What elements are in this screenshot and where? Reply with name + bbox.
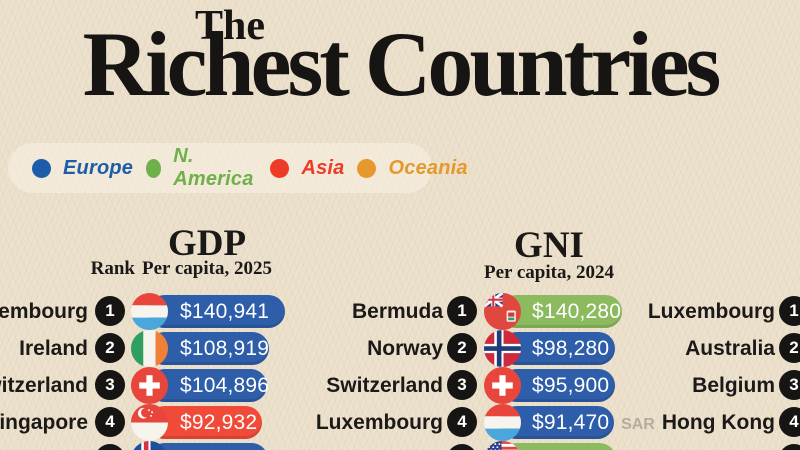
value-pill: $140,941 [148, 295, 285, 328]
rank-badge: 3 [95, 370, 125, 400]
ireland-flag-icon [131, 330, 168, 367]
third-row-3: Belgium 3 [0, 367, 800, 404]
country-name: Australia [685, 337, 775, 360]
switzerland-flag-icon [484, 367, 521, 404]
country-name: Ireland [19, 337, 88, 360]
legend-item-n-america: N. America [146, 145, 257, 191]
country-name: Luxembourg [0, 300, 88, 323]
rank-badge: 4 [779, 407, 800, 437]
luxembourg-flag-icon [484, 404, 521, 441]
gdp-row-3: $104,896Switzerland3 [0, 367, 800, 404]
value-pill [148, 443, 268, 450]
page-title: Richest Countries [82, 13, 722, 115]
legend: Europe N. America Asia Oceania [8, 143, 468, 193]
rank-badge: 1 [447, 296, 477, 326]
gni-row-2: $98,280 Norway 2 [0, 330, 800, 367]
rank-label: Rank [90, 258, 135, 279]
switzerland-flag-icon [131, 367, 168, 404]
gni-row-3: $95,900 Switzerland 3 [0, 367, 800, 404]
singapore-flag-icon [131, 404, 168, 441]
legend-dot-n-america-icon [146, 158, 162, 178]
value-pill: $108,919 [148, 332, 269, 365]
third-row-5: 5 [0, 441, 800, 450]
gdp-column-subtitle: Per capita, 2025 [142, 258, 272, 279]
country-name: Switzerland [326, 374, 443, 397]
legend-label: N. America [173, 145, 254, 190]
bermuda-flag-icon [484, 293, 521, 330]
sar-prefix: SAR [621, 416, 655, 433]
rank-badge: 4 [447, 407, 477, 437]
third-row-2: Australia 2 [0, 330, 800, 367]
legend-label: Europe [63, 156, 134, 179]
luxembourg-flag-icon [131, 293, 168, 330]
country-name: Norway [367, 337, 443, 360]
gni-row-5: United States 5 [0, 441, 800, 450]
rank-badge: 2 [779, 333, 800, 363]
value-label: $108,919 [180, 336, 270, 360]
legend-dot-europe-icon [32, 158, 51, 178]
rank-badge: 1 [779, 296, 800, 326]
third-row-4: SAR Hong Kong 4 [0, 404, 800, 441]
value-label: $95,900 [532, 373, 610, 397]
third-row-1: Luxembourg 1 [0, 293, 800, 330]
gdp-column-title: GDP [167, 223, 247, 264]
gdp-row-1: $140,941Luxembourg1 [0, 293, 800, 330]
rank-badge: 2 [447, 333, 477, 363]
legend-dot-oceania-icon [357, 158, 377, 178]
country-name: Luxembourg [315, 411, 443, 434]
rank-badge: 4 [95, 407, 125, 437]
rank-badge: 1 [95, 296, 125, 326]
norway-flag-icon [484, 330, 521, 367]
legend-label: Oceania [388, 156, 468, 179]
value-pill: $95,900 [500, 369, 615, 402]
country-name: Switzerland [0, 374, 88, 397]
value-label: $104,896 [180, 373, 270, 397]
gni-column-subtitle: Per capita, 2024 [484, 262, 614, 283]
rank-badge: 2 [95, 333, 125, 363]
rank-badge: 3 [447, 370, 477, 400]
country-name: Luxembourg [647, 300, 775, 323]
country-name: Bermuda [351, 300, 443, 323]
value-label: $98,280 [532, 336, 610, 360]
country-name: Iceland [0, 441, 88, 450]
legend-label: Asia [301, 156, 345, 179]
value-label: $140,280 [532, 299, 622, 323]
value-label: $91,470 [532, 410, 610, 434]
title-the: The [194, 3, 265, 49]
legend-item-oceania: Oceania [357, 156, 468, 180]
country-name: Belgium [692, 374, 775, 397]
country-name: SAR Hong Kong [621, 411, 775, 434]
gni-row-1: $140,280 Bermuda 1 [0, 293, 800, 330]
rank-badge: 5 [779, 444, 800, 450]
value-label: $140,941 [180, 299, 270, 323]
country-name: Singapore [0, 411, 88, 434]
country-name: United States [223, 441, 443, 450]
value-label: $92,932 [180, 410, 258, 434]
value-pill [500, 443, 616, 450]
legend-dot-asia-icon [270, 158, 290, 178]
value-pill: $104,896 [148, 369, 270, 402]
gdp-row-4: $92,932 Singapore 4 [0, 404, 800, 441]
gni-row-4: $91,470 Luxembourg 4 [0, 404, 800, 441]
iceland-flag-icon [131, 441, 168, 450]
rank-badge: 3 [779, 370, 800, 400]
legend-item-asia: Asia [270, 157, 344, 180]
legend-item-europe: Europe [32, 157, 133, 180]
gni-column-title: GNI [514, 225, 584, 266]
gdp-row-2: $108,919 Ireland 2 [0, 330, 800, 367]
us-flag-icon [484, 441, 521, 450]
